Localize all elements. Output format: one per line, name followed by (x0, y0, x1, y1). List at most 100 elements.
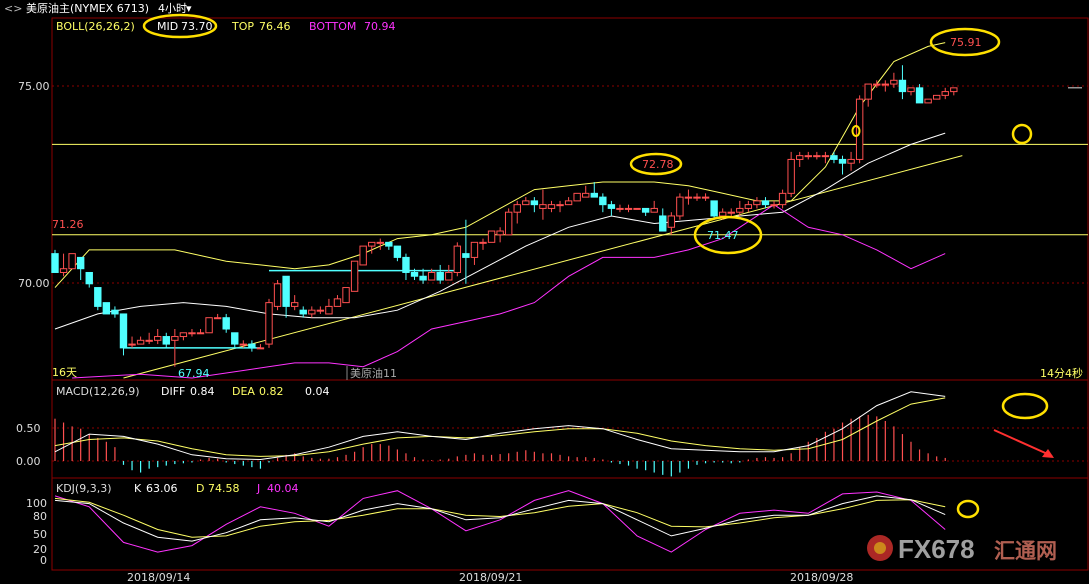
candle-body (590, 192, 598, 198)
candle-body (847, 158, 855, 164)
candle-body (85, 271, 93, 285)
candle-body (659, 215, 667, 232)
y-tick-75: 75.00 (18, 80, 50, 93)
candle-body (881, 83, 890, 86)
candle-body (248, 343, 256, 349)
x-date-2: 2018/09/21 (459, 571, 522, 584)
candle-body (693, 196, 701, 199)
macd-diff-line (54, 391, 946, 461)
mid-value-circle (142, 13, 218, 39)
candle-body (239, 343, 248, 346)
candle-body (427, 271, 436, 281)
candle-body (701, 196, 710, 199)
watermark-sub: 汇通网 (994, 539, 1057, 563)
boll-top-value: 76.46 (259, 20, 291, 33)
boll-top-line (54, 42, 946, 288)
candle-body (796, 155, 804, 160)
down-arrow-icon (1042, 449, 1054, 458)
instrument-title[interactable]: 美原油主(NYMEX 6713) (26, 2, 149, 15)
macd-cross-circle (1001, 392, 1049, 420)
candle-body (222, 317, 230, 330)
candle-body (128, 343, 136, 346)
candle-body (513, 204, 521, 213)
candle-body (171, 336, 179, 341)
candle-body (333, 298, 342, 307)
kdj-plot (54, 490, 946, 553)
candle-body (68, 253, 76, 270)
kdj-indicator-label[interactable]: KDJ(9,3,3) (56, 482, 112, 495)
kdj-k-line (54, 495, 946, 542)
candle-body (547, 204, 556, 209)
candle-body (59, 268, 68, 273)
candle-body (290, 302, 299, 307)
macd-dea-value: 0.82 (259, 385, 284, 398)
candle-body (667, 215, 676, 228)
candle-body (342, 287, 350, 304)
kdj-cross-circle (956, 499, 980, 519)
candle-body (753, 200, 761, 206)
annotation-circle-gap (851, 125, 861, 137)
candle-body (111, 309, 119, 315)
candle-body (761, 200, 770, 206)
kdj-tick-80: 80 (33, 510, 47, 523)
contract-label: 美原油11 (350, 366, 397, 380)
candle-body (402, 256, 410, 273)
kdj-j-label: J (256, 482, 260, 495)
candle-body (453, 245, 462, 273)
kdj-tick-20: 20 (33, 543, 47, 556)
candle-body (599, 196, 607, 206)
candle-body (778, 192, 787, 206)
kdj-d-line (54, 497, 946, 538)
candle-body (924, 98, 932, 104)
boll-indicator-label[interactable]: BOLL(26,26,2) (56, 20, 135, 33)
nav-arrows-icon[interactable]: <> (4, 2, 23, 15)
kdj-d-label: D (196, 482, 204, 495)
candle-body (136, 339, 145, 345)
candle-body (419, 275, 427, 281)
candle-body (710, 200, 718, 217)
macd-tick-000: 0.00 (16, 455, 41, 468)
candle-body (898, 79, 907, 93)
candle-body (282, 275, 290, 307)
boll-mid-value: 73.70 (181, 20, 213, 33)
candle-body (231, 332, 239, 345)
candle-body (188, 332, 196, 335)
candle-body (864, 83, 872, 100)
candle-body (556, 204, 564, 207)
macd-indicator-label[interactable]: MACD(12,26,9) (56, 385, 140, 398)
candle-body (530, 200, 539, 206)
candle-body (76, 256, 85, 270)
candle-body (51, 253, 59, 273)
kdj-j-line (54, 490, 946, 553)
macd-plot (54, 391, 946, 477)
candle-body (718, 211, 727, 217)
macd-tick-050: 0.50 (16, 422, 41, 435)
period-selector[interactable]: 4小时 (158, 2, 187, 15)
boll-bottom-value: 70.94 (364, 20, 396, 33)
candle-body (821, 155, 830, 158)
main-price-plot (51, 42, 1088, 379)
kdj-j-value: 40.04 (267, 482, 299, 495)
candle-body (684, 196, 693, 199)
fx678-logo: FX678 汇通网 (867, 534, 1057, 564)
candle-body (265, 302, 273, 345)
candle-body (564, 200, 573, 206)
chevron-down-icon[interactable]: ▾ (186, 2, 192, 15)
candle-body (787, 158, 795, 194)
candle-body (162, 336, 170, 345)
candle-body (359, 245, 367, 266)
macd-diff-value: 0.84 (190, 385, 215, 398)
watermark-text: FX678 (898, 534, 975, 564)
candle-body (650, 207, 658, 213)
candle-body (205, 317, 213, 334)
candle-body (462, 253, 470, 258)
y-tick-70: 70.00 (18, 277, 50, 290)
x-date-1: 2018/09/14 (127, 571, 190, 584)
candle-body (479, 241, 487, 244)
candle-body (950, 87, 958, 93)
x-date-3: 2018/09/28 (790, 571, 853, 584)
candle-body (633, 207, 641, 210)
candle-body (179, 332, 188, 338)
candle-body (308, 309, 316, 315)
